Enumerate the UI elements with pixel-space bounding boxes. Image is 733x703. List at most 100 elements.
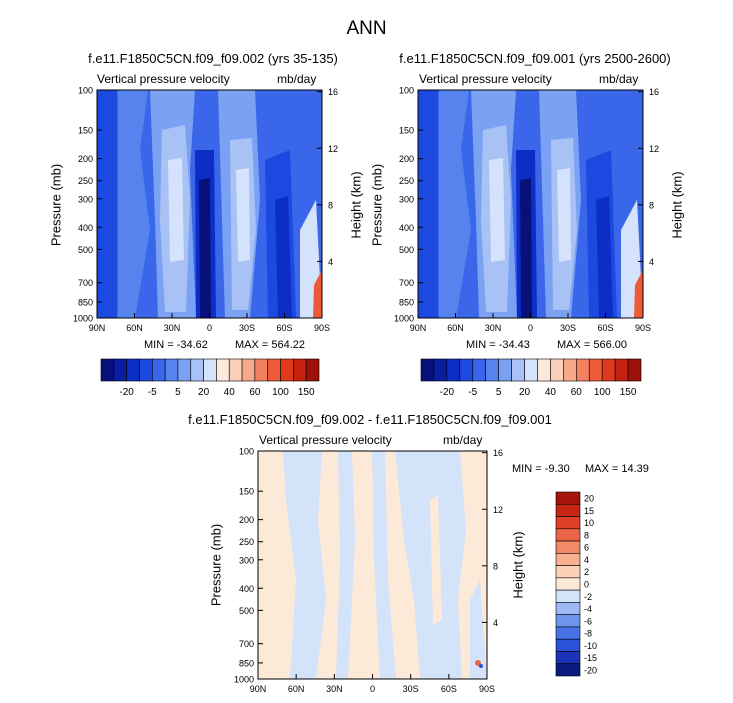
panel1-field <box>96 89 323 319</box>
panel3-neg-spot <box>479 664 483 668</box>
height-tick-label: 12 <box>649 144 659 154</box>
colorbar-box <box>305 358 320 382</box>
pressure-tick-label: 500 <box>78 245 93 255</box>
colorbar-label: 100 <box>594 387 611 398</box>
panel1-latitude-ticks: 90N 60N 30N 0 30S 60S 90S <box>89 313 330 333</box>
pressure-tick-label: 700 <box>239 639 254 649</box>
panel3-min-label: MIN = -9.30 <box>512 463 570 475</box>
pressure-tick-label: 200 <box>239 515 254 525</box>
colorbar-box <box>555 565 581 579</box>
panel2-title: f.e11.F1850C5CN.f09_f09.001 (yrs 2500-26… <box>399 51 671 66</box>
colorbar-box <box>555 614 581 628</box>
panel1-light-region-n <box>118 90 150 318</box>
colorbar-label: -5 <box>468 387 477 398</box>
latitude-tick-label: 60N <box>126 323 143 333</box>
pressure-tick-label: 250 <box>239 537 254 547</box>
height-tick-label: 12 <box>493 505 503 515</box>
height-tick-label: 4 <box>493 618 498 628</box>
colorbar-box <box>555 540 581 554</box>
colorbar-label: 20 <box>584 494 594 504</box>
latitude-tick-label: 90S <box>479 684 495 694</box>
height-tick-label: 16 <box>493 448 503 458</box>
panel1-min-label: MIN = -34.62 <box>144 339 208 351</box>
panel2-descent-peak-n <box>489 158 505 262</box>
colorbar-label: -8 <box>584 629 592 639</box>
latitude-tick-label: 90S <box>635 323 651 333</box>
panel1-title: f.e11.F1850C5CN.f09_f09.002 (yrs 35-135) <box>88 51 338 66</box>
panel2-itcz-core <box>520 178 532 318</box>
pressure-tick-label: 300 <box>78 194 93 204</box>
colorbar-box <box>555 602 581 615</box>
colorbar-label: 20 <box>198 387 210 398</box>
panel3-units-label: mb/day <box>443 433 483 447</box>
latitude-tick-label: 60N <box>447 323 464 333</box>
pressure-tick-label: 100 <box>239 447 254 457</box>
latitude-tick-label: 30S <box>239 323 255 333</box>
panel1-storm-core-s <box>275 196 292 318</box>
latitude-tick-label: 60S <box>276 323 292 333</box>
panel1-descent-peak-s <box>236 168 250 262</box>
colorbar-label: -20 <box>440 387 455 398</box>
pressure-tick-label: 500 <box>239 606 254 616</box>
panel3-neg-region-4 <box>395 451 466 679</box>
panel2-variable-label: Vertical pressure velocity <box>419 72 552 86</box>
colorbar-label: -4 <box>584 604 592 614</box>
latitude-tick-label: 30N <box>485 323 502 333</box>
pressure-tick-label: 700 <box>399 278 414 288</box>
pressure-tick-label: 100 <box>78 86 93 96</box>
panel3-neg-region-3 <box>372 451 396 679</box>
latitude-tick-label: 30N <box>164 323 181 333</box>
pressure-tick-label: 250 <box>78 176 93 186</box>
colorbar-label: -6 <box>584 616 592 626</box>
panel1-descent-peak-n <box>168 158 184 262</box>
colorbar-label: 6 <box>584 543 589 553</box>
panel3-height-ticks: 16 12 8 4 <box>482 448 503 628</box>
pressure-tick-label: 200 <box>399 154 414 164</box>
latitude-tick-label: 0 <box>370 684 375 694</box>
panel3-title: f.e11.F1850C5CN.f09_f09.002 - f.e11.F185… <box>188 412 552 427</box>
colorbar-label: 20 <box>519 387 531 398</box>
pressure-tick-label: 850 <box>239 658 254 668</box>
colorbar-label: -20 <box>119 387 134 398</box>
panel3-neg-region-5 <box>470 580 487 679</box>
panel1-antarctic-peak <box>313 270 322 318</box>
colorbar-box <box>555 516 581 530</box>
latitude-tick-label: 90N <box>89 323 106 333</box>
latitude-tick-label: 90N <box>410 323 427 333</box>
panel1-variable-label: Vertical pressure velocity <box>97 72 230 86</box>
panel3-variable-label: Vertical pressure velocity <box>259 433 392 447</box>
panel1-itcz-core <box>199 178 211 318</box>
panel3-field <box>257 450 488 680</box>
latitude-tick-label: 0 <box>207 323 212 333</box>
colorbar-box <box>555 577 581 591</box>
pressure-tick-label: 200 <box>78 154 93 164</box>
latitude-tick-label: 30S <box>403 684 419 694</box>
pressure-tick-label: 500 <box>399 245 414 255</box>
colorbar-label: 100 <box>272 387 289 398</box>
pressure-tick-label: 1000 <box>394 314 414 324</box>
colorbar-label: -5 <box>148 387 157 398</box>
panel2-antarctic-peak <box>634 270 643 318</box>
height-tick-label: 12 <box>328 144 338 154</box>
panel1-polar-band-n <box>97 90 117 318</box>
colorbar-label: -15 <box>584 653 597 663</box>
colorbar-box <box>627 358 642 382</box>
colorbar-label: 150 <box>298 387 315 398</box>
panel2-max-label: MAX = 566.00 <box>557 339 628 351</box>
colorbar-box <box>555 491 581 505</box>
colorbar-label: 2 <box>584 567 589 577</box>
colorbar-label: 15 <box>584 506 594 516</box>
panel3-pos-strip-1 <box>430 495 442 625</box>
pressure-tick-label: 100 <box>399 86 414 96</box>
panel2-pressure-ticks: 100 150 200 250 300 400 500 700 850 1000 <box>394 86 423 324</box>
panel3-neg-region-1 <box>283 451 326 679</box>
colorbar-label: 150 <box>620 387 637 398</box>
pressure-tick-label: 700 <box>78 278 93 288</box>
latitude-tick-label: 90N <box>250 684 267 694</box>
colorbar-label: 60 <box>249 387 261 398</box>
height-tick-label: 16 <box>649 87 659 97</box>
